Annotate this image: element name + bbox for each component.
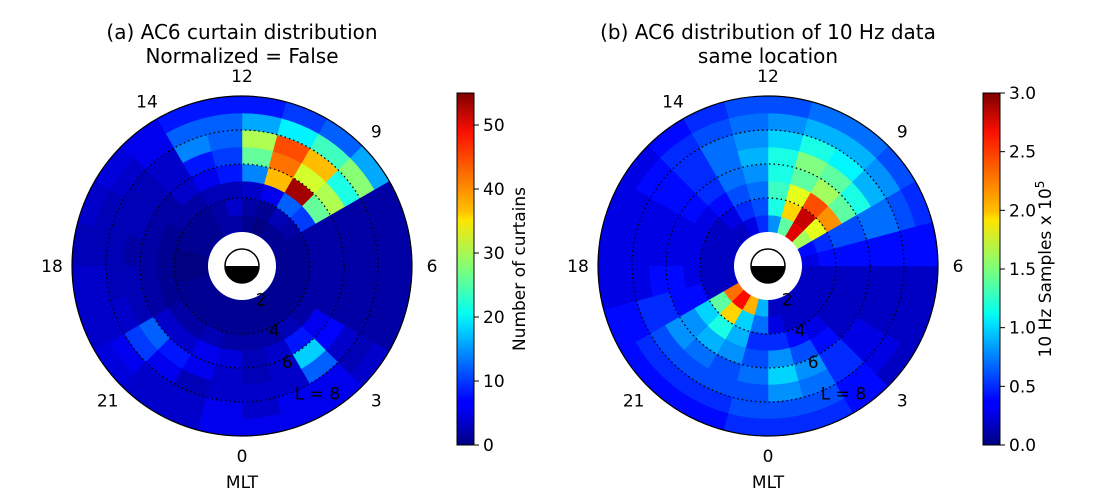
colorbar-tick-label: 50 — [483, 116, 505, 136]
colorbar-gradient — [982, 92, 1001, 446]
colorbar-b: 0.0 0.5 1.0 1.5 2.0 2.5 3.0 10 Hz Samples x 105 — [982, 84, 1056, 456]
colorbar-tick-label: 20 — [483, 308, 505, 328]
l-shell-ring — [699, 197, 837, 335]
mlt-tick-label: 6 — [427, 257, 438, 277]
colorbar-tick-label: 2.0 — [1009, 201, 1036, 221]
l-tick-label: 2 — [256, 290, 267, 310]
l-tick-label: L = 8 — [821, 384, 866, 404]
l-shell-ring — [631, 129, 905, 403]
mlt-tick-label: 21 — [97, 391, 119, 411]
l-tick-label: 4 — [795, 322, 806, 342]
l-tick-label: 6 — [282, 353, 293, 373]
colorbar-tick-label: 0.0 — [1009, 436, 1036, 456]
x-axis-label: MLT — [752, 473, 785, 493]
l-shell-ring — [105, 129, 379, 403]
colorbar-tick-label: 1.0 — [1009, 319, 1036, 339]
colorbar-tick-label: 2.5 — [1009, 143, 1036, 163]
chart-a-title-line1: (a) AC6 curtain distribution — [106, 20, 378, 44]
chart-b-title-line1: (b) AC6 distribution of 10 Hz data — [600, 20, 936, 44]
mlt-tick-label: 12 — [757, 67, 779, 87]
heatmap-cell — [215, 163, 243, 185]
colorbar-label: 10 Hz Samples x 105 — [1033, 181, 1056, 358]
earth-night-side — [751, 266, 785, 283]
mlt-tick-label: 3 — [371, 391, 382, 411]
mlt-tick-label: 14 — [136, 92, 158, 112]
heatmap-cell — [241, 347, 269, 369]
heatmap-cell — [767, 347, 795, 369]
mlt-tick-label: 18 — [41, 257, 63, 277]
mlt-tick-label: 18 — [567, 257, 589, 277]
x-axis-label: MLT — [226, 473, 259, 493]
chart-a-title-line2: Normalized = False — [145, 44, 339, 68]
chart-a-title: (a) AC6 curtain distribution Normalized … — [92, 20, 392, 68]
colorbar-tick-label: 0 — [483, 436, 494, 456]
heatmap-cell — [741, 347, 769, 369]
mlt-tick-label: 6 — [953, 257, 964, 277]
l-tick-label: 4 — [269, 322, 280, 342]
chart-b-title-line2: same location — [697, 44, 839, 68]
colorbar-tick-label: 1.5 — [1009, 260, 1036, 280]
l-shell-ring — [139, 163, 345, 369]
heatmap-cell — [741, 163, 769, 185]
mlt-tick-label: 9 — [897, 123, 908, 143]
mlt-tick-label: 0 — [763, 447, 774, 467]
colorbar-tick-label: 3.0 — [1009, 84, 1036, 104]
colorbar-label: Number of curtains — [510, 187, 530, 351]
colorbar-tick-label: 30 — [483, 244, 505, 264]
colorbar-tick-label: 40 — [483, 180, 505, 200]
earth-night-side — [225, 266, 259, 283]
l-tick-label: L = 8 — [295, 384, 340, 404]
l-tick-label: 2 — [782, 290, 793, 310]
chart-b-title: (b) AC6 distribution of 10 Hz data same … — [582, 20, 954, 68]
colorbar-gradient — [456, 92, 475, 446]
mlt-tick-label: 9 — [371, 123, 382, 143]
colorbar-label-superscript: 5 — [1033, 181, 1047, 189]
mlt-tick-label: 3 — [897, 391, 908, 411]
l-shell-ring — [173, 197, 311, 335]
heatmap-cell — [215, 347, 243, 369]
l-tick-label: 6 — [808, 353, 819, 373]
polar-outline — [71, 95, 413, 437]
mlt-tick-label: 0 — [237, 447, 248, 467]
mlt-tick-label: 12 — [231, 67, 253, 87]
colorbar-tick-label: 10 — [483, 372, 505, 392]
mlt-tick-label: 14 — [662, 92, 684, 112]
colorbar-tick-label: 0.5 — [1009, 377, 1036, 397]
heatmap-cell — [241, 163, 269, 185]
mlt-tick-label: 21 — [623, 391, 645, 411]
colorbar-a: 0 10 20 30 40 50 Number of curtains — [456, 92, 530, 456]
heatmap-cell — [767, 163, 795, 185]
polar-outline — [597, 95, 939, 437]
l-shell-ring — [665, 163, 871, 369]
